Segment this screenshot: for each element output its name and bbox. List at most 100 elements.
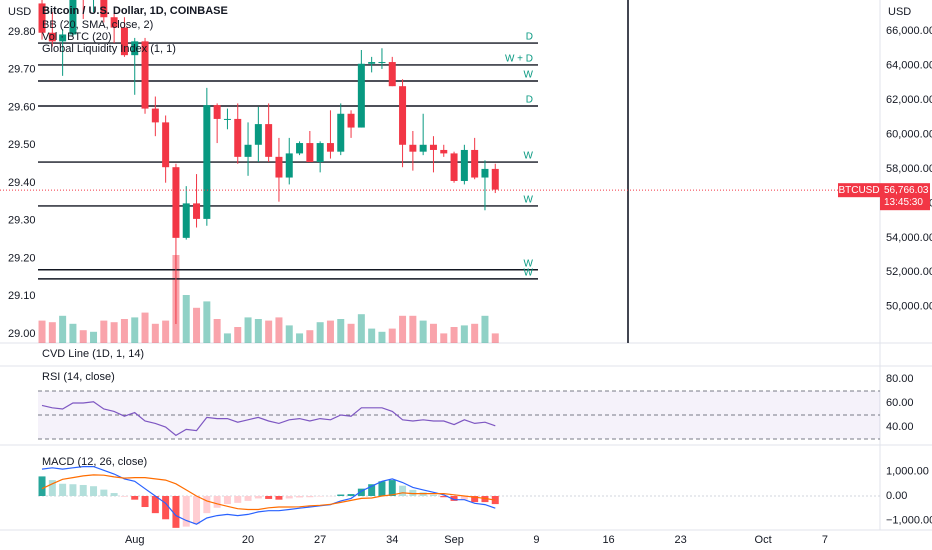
y2-tick-label: 29.50 xyxy=(8,139,36,151)
volume-bar xyxy=(38,320,46,343)
candle-body xyxy=(388,62,396,87)
x-tick-label: 7 xyxy=(822,534,828,546)
x-tick-label: Sep xyxy=(444,534,464,546)
candle-body xyxy=(151,108,159,123)
macd-histogram-bar xyxy=(69,484,77,496)
volume-bar xyxy=(213,319,221,343)
macd-histogram-bar xyxy=(481,496,489,503)
macd-histogram-bar xyxy=(244,496,252,501)
y2-tick-label: 29.00 xyxy=(8,328,36,340)
volume-bar xyxy=(110,322,118,343)
candle-body xyxy=(347,113,355,128)
macd-histogram-bar xyxy=(471,496,479,503)
y-tick-label: 52,000.00 xyxy=(886,266,932,278)
pane-title: CVD Line (1D, 1, 14) xyxy=(42,348,144,360)
volume-bar xyxy=(471,323,479,343)
candle-body xyxy=(429,144,437,150)
candle-body xyxy=(223,118,231,120)
candle-body xyxy=(368,62,376,64)
volume-bar xyxy=(254,319,262,343)
pane-title: RSI (14, close) xyxy=(42,371,115,383)
macd-histogram-bar xyxy=(450,496,458,501)
candle-body xyxy=(285,153,293,178)
macd-histogram-bar xyxy=(90,486,98,496)
macd-histogram-bar xyxy=(388,480,396,496)
level-label: W xyxy=(524,195,534,206)
volume-bar xyxy=(120,319,128,343)
candle-body xyxy=(48,32,56,42)
candle-body xyxy=(110,17,118,28)
macd-histogram-bar xyxy=(151,496,159,514)
volume-bar xyxy=(368,328,376,343)
y-tick-label: 66,000.00 xyxy=(886,25,932,37)
volume-bar xyxy=(326,320,334,343)
macd-histogram-bar xyxy=(296,496,304,498)
volume-bar xyxy=(450,327,458,343)
volume-bar xyxy=(151,323,159,343)
y-tick-label: 40.00 xyxy=(886,421,914,433)
level-label: W xyxy=(524,151,534,162)
indicator: BB (20, SMA, close, 2) xyxy=(42,19,153,31)
candle-body xyxy=(38,3,46,33)
macd-histogram-bar xyxy=(162,496,170,520)
rsi-line xyxy=(41,401,496,437)
candle-body xyxy=(203,105,211,219)
volume-bar xyxy=(162,320,170,343)
macd-histogram-bar xyxy=(306,496,314,498)
volume-bar xyxy=(223,333,231,343)
volume-bar xyxy=(244,317,252,343)
macd-histogram-bar xyxy=(59,483,67,496)
volume-bar xyxy=(265,320,273,343)
volume-bar xyxy=(48,322,56,343)
volume-bar xyxy=(275,317,283,343)
candle-body xyxy=(306,143,314,163)
macd-histogram-bar xyxy=(131,496,139,500)
y2-tick-label: 29.80 xyxy=(8,26,36,38)
candle-body xyxy=(471,149,479,178)
y2-tick-label: 29.60 xyxy=(8,101,36,113)
y-tick-label: 64,000.00 xyxy=(886,59,932,71)
volume-bar xyxy=(419,320,427,343)
volume-bar xyxy=(491,333,499,343)
macd-histogram-bar xyxy=(254,496,262,499)
level-label: W + D xyxy=(505,54,533,65)
macd-histogram-bar xyxy=(172,496,180,528)
macd-line xyxy=(41,474,496,511)
y-tick-label: 1,000.00 xyxy=(886,465,929,477)
macd-histogram-bar xyxy=(399,485,407,496)
macd-histogram-bar xyxy=(409,489,417,496)
macd-histogram-bar xyxy=(223,496,231,505)
x-tick-label: Aug xyxy=(125,534,145,546)
pane-title: MACD (12, 26, close) xyxy=(42,456,147,468)
candle-body xyxy=(69,0,77,35)
candle-body xyxy=(162,122,170,168)
candle-body xyxy=(120,27,128,56)
y-tick-label: 60.00 xyxy=(886,397,914,409)
macd-histogram-bar xyxy=(429,494,437,496)
candle-body xyxy=(275,156,283,178)
candle-body xyxy=(399,86,407,145)
y-tick-label: −1,000.00 xyxy=(886,514,932,526)
candle-body xyxy=(460,149,468,181)
candle-body xyxy=(254,124,262,145)
candle-body xyxy=(337,113,345,152)
candle-body xyxy=(296,143,304,154)
volume-bar xyxy=(203,301,211,343)
candle-body xyxy=(409,144,417,152)
volume-bar xyxy=(182,295,190,343)
candle-body xyxy=(316,143,324,163)
volume-bar xyxy=(337,319,345,343)
volume-bar xyxy=(193,307,201,343)
candle-body xyxy=(244,144,252,157)
candle-body xyxy=(326,143,334,152)
x-tick-label: Oct xyxy=(755,534,772,546)
volume-bar xyxy=(378,331,386,343)
macd-histogram-bar xyxy=(275,496,283,500)
x-tick-label: 23 xyxy=(675,534,687,546)
y2-tick-label: 29.20 xyxy=(8,252,36,264)
y-tick-label: 80.00 xyxy=(886,373,914,385)
volume-bar xyxy=(234,327,242,343)
macd-histogram-bar xyxy=(337,494,345,496)
volume-bar xyxy=(399,315,407,343)
